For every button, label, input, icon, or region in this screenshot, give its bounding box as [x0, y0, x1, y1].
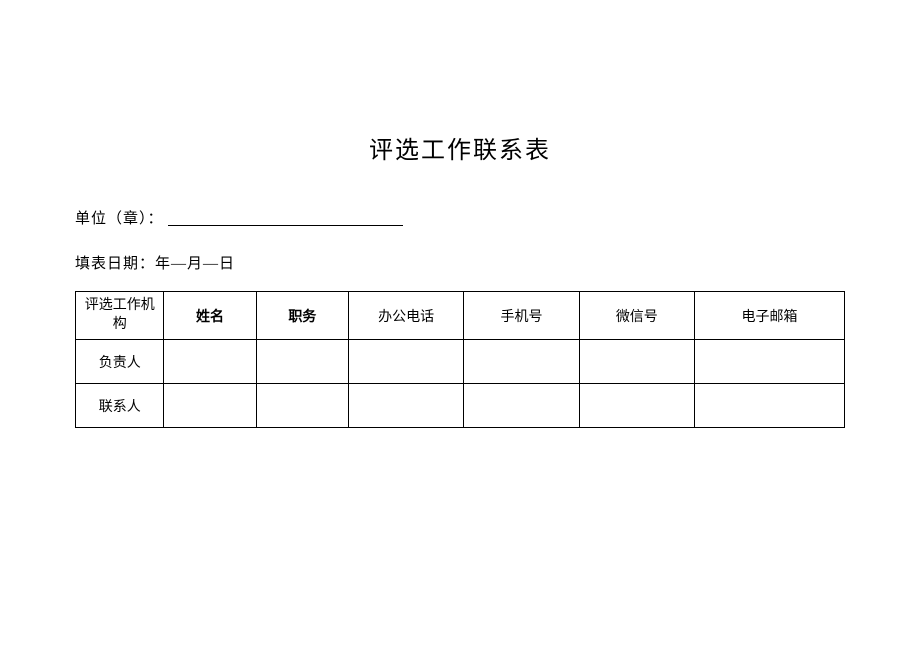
cell [694, 384, 844, 428]
table-row: 负责人 [76, 340, 845, 384]
table-row: 联系人 [76, 384, 845, 428]
col-header-email: 电子邮箱 [694, 292, 844, 340]
cell [348, 384, 463, 428]
cell [164, 340, 256, 384]
col-header-wechat: 微信号 [579, 292, 694, 340]
row-label-responsible: 负责人 [76, 340, 164, 384]
col-header-position: 职务 [256, 292, 348, 340]
col-header-mobile: 手机号 [464, 292, 579, 340]
unit-label: 单位（章）： [75, 207, 164, 228]
col-header-office-phone: 办公电话 [348, 292, 463, 340]
contact-table: 评选工作机 构 姓名 职务 办公电话 手机号 微信号 电子邮箱 负责人 联系人 [75, 291, 845, 428]
unit-field-row: 单位（章）： [75, 207, 845, 228]
col-header-org: 评选工作机 构 [76, 292, 164, 340]
cell [256, 384, 348, 428]
col-header-name: 姓名 [164, 292, 256, 340]
table-header-row: 评选工作机 构 姓名 职务 办公电话 手机号 微信号 电子邮箱 [76, 292, 845, 340]
cell [348, 340, 463, 384]
cell [464, 340, 579, 384]
cell [164, 384, 256, 428]
cell [694, 340, 844, 384]
cell [579, 384, 694, 428]
row-label-contact: 联系人 [76, 384, 164, 428]
page-title: 评选工作联系表 [75, 130, 845, 165]
date-label: 填表日期：年—月—日 [75, 252, 845, 273]
cell [256, 340, 348, 384]
cell [464, 384, 579, 428]
cell [579, 340, 694, 384]
unit-underline [168, 225, 403, 226]
